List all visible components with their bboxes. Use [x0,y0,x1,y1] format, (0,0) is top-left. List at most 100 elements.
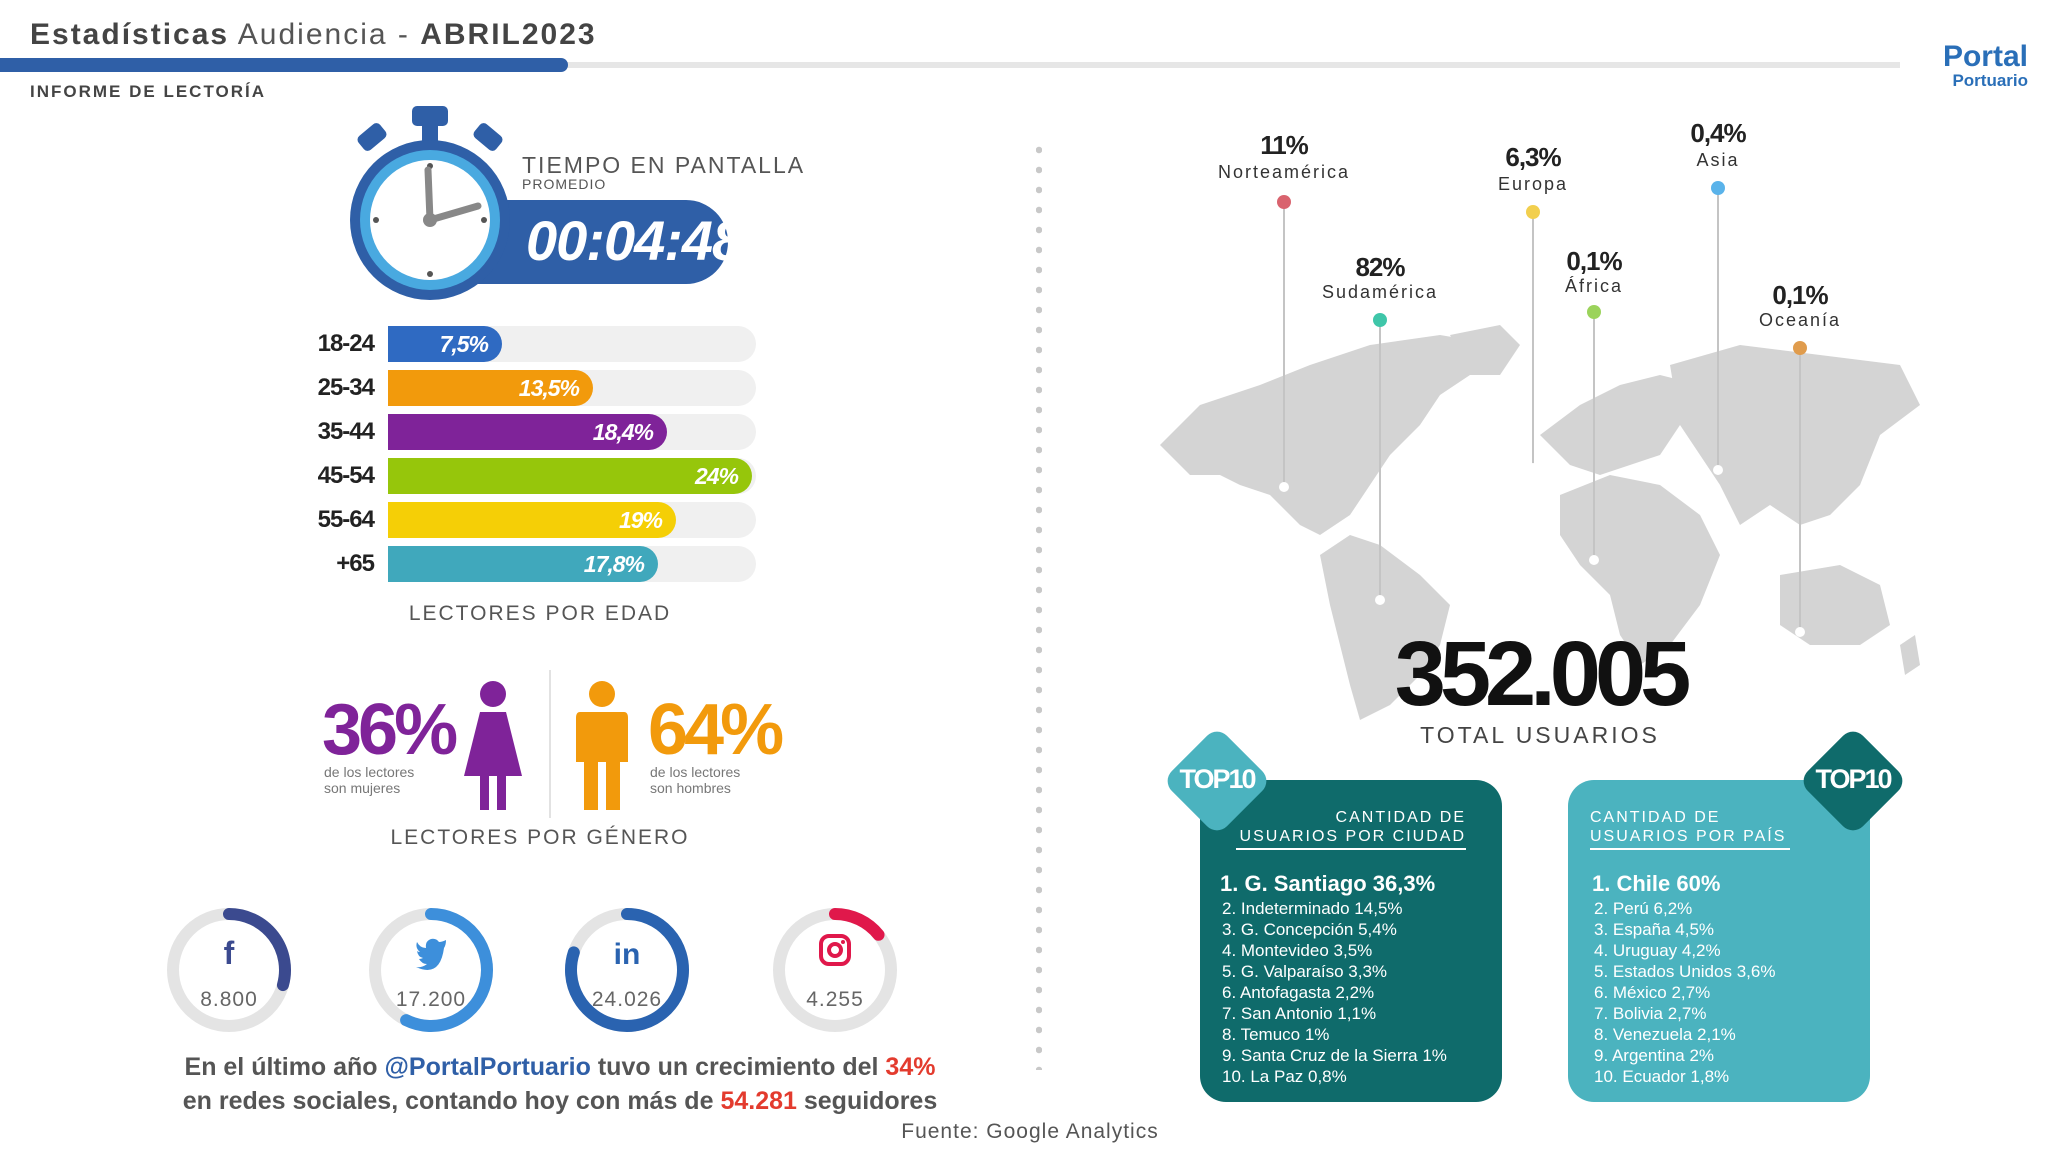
marker-norteamerica [1277,195,1291,209]
cities-list: 2. Indeterminado 14,5% 3. G. Concepción 5… [1222,898,1447,1087]
location-dot-oceania [1795,627,1805,637]
location-dot-norteamerica [1279,482,1289,492]
countries-title-1: CANTIDAD DE [1590,809,1721,826]
source-note: Fuente: Google Analytics [901,1120,1159,1143]
marker-asia [1711,181,1725,195]
countries-list: 2. Perú 6,2% 3. España 4,5% 4. Uruguay 4,2… [1594,898,1775,1087]
logo-line-1: Portal [1942,40,2028,73]
screen-time-value: 00:04:48 [526,209,743,272]
cities-title-1: CANTIDAD DE [1335,809,1466,826]
marker-sudamerica [1373,313,1387,327]
age-group-label: +65 [336,550,375,577]
gender-caption: LECTORES POR GÉNERO [390,826,690,849]
linkedin-icon: in [614,938,641,971]
location-dot-europa [1528,463,1538,473]
age-row: 18-24 7,5% [300,326,760,362]
gender-divider [549,670,551,818]
region-pct-sudamerica: 82% [1355,252,1405,282]
region-name-sudamerica: Sudamérica [1321,282,1439,302]
screen-time-pill [470,200,728,284]
australia-shape [1780,565,1890,645]
male-percentage: 64% [648,690,784,770]
region-name-oceania: Oceanía [1758,310,1842,330]
stopwatch-icon [350,106,510,300]
location-dot-sudamerica [1375,595,1385,605]
north-america-shape [1160,335,1500,535]
dotted-divider [1036,140,1042,1070]
marker-oceania [1793,341,1807,355]
growth-text-1a: En el último año [184,1053,378,1081]
africa-shape [1560,475,1720,665]
list-item: 8. Temuco 1% [1222,1025,1330,1044]
list-item: 5. Estados Unidos 3,6% [1594,962,1776,981]
title-month: ABRIL20 [420,18,560,51]
age-row: +65 17,8% [300,546,760,582]
female-figure-icon [464,681,522,810]
facebook-count: 8.800 [200,988,258,1011]
list-item: 6. Antofagasta 2,2% [1222,983,1375,1002]
total-users-value: 352.005 [1394,623,1692,725]
marker-europa [1526,205,1540,219]
age-row: 35-44 18,4% [300,414,760,450]
growth-text-2a: en redes sociales, contando hoy con más … [182,1087,714,1115]
list-item: 2. Indeterminado 14,5% [1222,899,1403,918]
list-item: 4. Montevideo 3,5% [1222,941,1373,960]
svg-text:f: f [224,935,235,971]
asia-shape [1670,345,1920,525]
growth-handle: @PortalPortuario [384,1053,591,1081]
cities-title-2: USUARIOS POR CIUDAD [1239,828,1466,845]
title-light: Audiencia - [237,18,410,51]
age-bar [388,326,502,362]
region-name-asia: Asia [1696,150,1740,170]
region-name-norteamerica: Norteamérica [1217,162,1351,182]
age-row: 55-64 19% [300,502,760,538]
age-caption: LECTORES POR EDAD [408,602,672,625]
page-title: Estadísticas Audiencia - ABRIL2023 [30,18,597,52]
growth-percentage: 34% [885,1053,936,1081]
growth-text-2c: seguidores [803,1087,938,1115]
cities-badge-label: TOP10 [1179,764,1256,794]
age-bar-value: 18,4% [592,419,654,445]
region-pct-africa: 0,1% [1566,246,1622,276]
region-pct-europa: 6,3% [1505,142,1561,172]
list-item: 6. México 2,7% [1594,983,1711,1002]
countries-title-underline [1590,848,1790,850]
cities-card [1200,780,1502,1102]
list-item: 5. G. Valparaíso 3,3% [1222,962,1388,981]
twitter-icon [416,938,446,970]
list-item: 8. Venezuela 2,1% [1594,1025,1736,1044]
region-name-europa: Europa [1497,174,1569,194]
list-item: 4. Uruguay 4,2% [1594,941,1721,960]
location-dot-asia [1713,465,1723,475]
age-bar [388,370,593,406]
twitter-count: 17.200 [395,988,467,1011]
instagram-icon [819,934,851,966]
europe-shape [1540,375,1700,475]
social-growth-text: En el último año @PortalPortuario tuvo u… [60,1050,1060,1118]
age-bar [388,458,752,494]
list-item: 7. Bolivia 2,7% [1594,1004,1707,1023]
cities-title-underline [1236,848,1466,850]
facebook-icon: f [224,935,235,971]
linkedin-count: 24.026 [591,988,663,1011]
region-name-africa: África [1564,276,1623,296]
region-markers [1277,181,1807,637]
screen-time-label: TIEMPO EN PANTALLA [522,152,806,178]
age-bar [388,546,658,582]
social-ring-arc [223,908,291,992]
list-item: 2. Perú 6,2% [1594,899,1693,918]
age-group-label: 18-24 [317,330,375,357]
countries-first-item: 1. Chile 60% [1592,871,1721,896]
region-pct-asia: 0,4% [1690,118,1746,148]
new-zealand-shape [1900,635,1920,675]
growth-text-1c: tuvo un crecimiento del [597,1053,879,1081]
female-percentage: 36% [322,690,458,770]
location-dot-africa [1589,555,1599,565]
list-item: 10. Ecuador 1,8% [1594,1067,1730,1086]
age-row: 45-54 24% [300,458,760,494]
countries-card [1568,780,1870,1102]
social-rings-chart: f in [167,908,897,1032]
page-subtitle: INFORME DE LECTORÍA [30,82,267,101]
age-bar-value: 17,8% [583,551,645,577]
list-item: 3. G. Concepción 5,4% [1222,920,1397,939]
